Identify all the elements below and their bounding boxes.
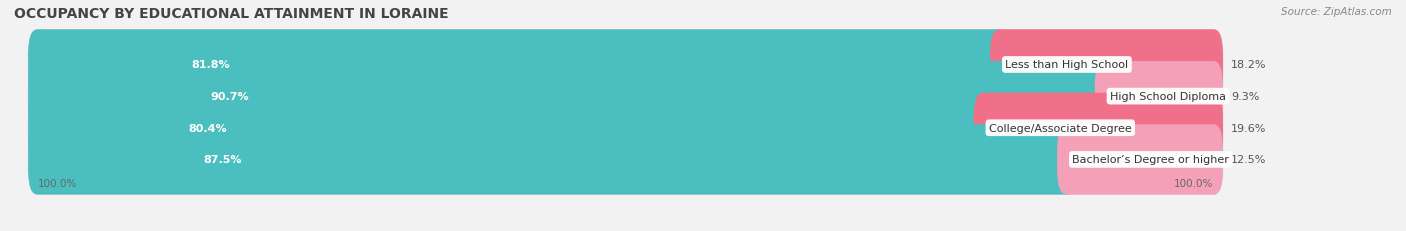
FancyBboxPatch shape [28,62,1223,132]
FancyBboxPatch shape [28,93,1223,163]
FancyBboxPatch shape [28,62,1114,132]
Text: 12.5%: 12.5% [1232,155,1267,165]
FancyBboxPatch shape [28,30,1223,100]
Text: OCCUPANCY BY EDUCATIONAL ATTAINMENT IN LORAINE: OCCUPANCY BY EDUCATIONAL ATTAINMENT IN L… [14,7,449,21]
FancyBboxPatch shape [28,93,993,163]
Text: 9.3%: 9.3% [1232,92,1260,102]
Text: 19.6%: 19.6% [1232,123,1267,133]
Text: 87.5%: 87.5% [204,155,242,165]
Text: Less than High School: Less than High School [1005,60,1129,70]
Text: 100.0%: 100.0% [1174,179,1213,188]
FancyBboxPatch shape [990,30,1223,100]
Text: 81.8%: 81.8% [191,60,231,70]
Text: Source: ZipAtlas.com: Source: ZipAtlas.com [1281,7,1392,17]
Text: 100.0%: 100.0% [38,179,77,188]
Text: 90.7%: 90.7% [211,92,249,102]
Text: 18.2%: 18.2% [1232,60,1267,70]
FancyBboxPatch shape [28,125,1076,195]
FancyBboxPatch shape [28,30,1010,100]
FancyBboxPatch shape [1057,125,1223,195]
Text: Bachelor’s Degree or higher: Bachelor’s Degree or higher [1073,155,1229,165]
Text: 80.4%: 80.4% [188,123,228,133]
Text: High School Diploma: High School Diploma [1109,92,1226,102]
FancyBboxPatch shape [1095,62,1223,132]
Text: College/Associate Degree: College/Associate Degree [988,123,1132,133]
FancyBboxPatch shape [973,93,1223,163]
FancyBboxPatch shape [28,125,1223,195]
